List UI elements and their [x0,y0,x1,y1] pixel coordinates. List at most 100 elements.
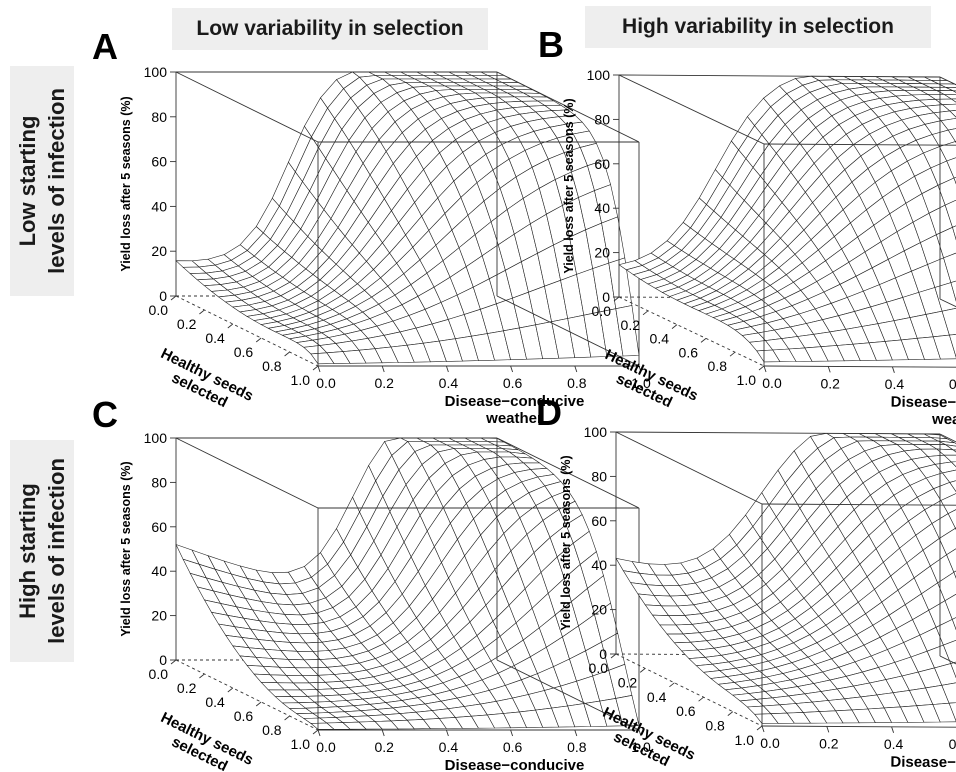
c-x-tick-label: 0.0 [149,666,169,682]
b-y-tick-label: 0.2 [820,375,840,391]
b-y-tick [763,365,767,373]
d-y-tick-label: 0.4 [884,736,904,752]
a-x-tick [227,323,234,329]
a-z-axis-label: Yield loss after 5 seasons (%) [119,96,133,271]
a-x-tick [255,337,262,343]
b-surface-cell [937,177,956,206]
d-x-tick-label: 0.4 [647,689,667,705]
d-surface-cell [940,493,956,514]
d-surface-cell [935,448,956,456]
c-box-left-bottom [175,659,319,731]
d-y-tick [891,726,895,733]
c-z-tick-label: 100 [144,430,168,446]
b-z-tick-label: 40 [594,200,610,216]
d-surface-cell [941,469,956,483]
c-z-tick-label: 40 [151,563,167,579]
d-z-tick-label: 100 [584,424,608,440]
d-x-tick [727,711,734,716]
a-x-tick [199,309,205,315]
b-surface-cell [949,334,956,358]
c-y-tick-label: 0.0 [316,739,336,755]
d-x-tick-label: 0.2 [618,674,638,690]
c-x-tick-label: 0.4 [205,694,225,710]
c-box-right-bottom [496,659,640,731]
b-surface-cell [947,128,956,142]
a-z-tick-label: 0 [159,288,167,304]
c-y-tick-label: 0.2 [374,739,394,755]
panel-letter-c: C [92,394,118,435]
b-box-top-back [618,74,941,78]
d-y-tick-label: 0.2 [819,735,839,751]
b-surface-cell [936,90,956,95]
b-surface-cell [940,118,956,131]
c-box-top-right [496,437,640,509]
b-surface-cell [950,98,956,103]
a-y-tick-label: 0.8 [567,375,587,391]
b-x-tick [642,310,649,316]
d-surface-cell [945,444,956,451]
b-surface-cell [938,83,956,88]
row-label-low-starting: Low starting levels of infection [10,66,74,296]
row-label-high-starting: High starting levels of infection [10,440,74,662]
a-y-tick [317,365,321,373]
c-x-tick [284,715,290,721]
c-y-tick [638,729,642,737]
b-y-tick-label: 0.4 [885,376,905,392]
b-box-top-left [618,74,765,145]
a-x-tick-label: 1.0 [291,372,311,388]
a-y-tick-label: 0.2 [374,375,394,391]
d-surface-cell [953,570,956,579]
d-surface-cell [937,571,956,602]
c-y-tick [510,729,514,737]
c-z-tick-label: 80 [151,474,167,490]
panel-letter-b: B [538,24,564,65]
b-x-tick [729,351,736,357]
d-x-tick-label: 0.0 [589,660,609,676]
d-x-tick-label: 1.0 [735,732,755,748]
d-surface-cell [943,639,956,664]
a-y-tick [381,365,385,373]
d-surface-cell [941,682,956,704]
c-z-tick-label: 60 [151,519,167,535]
c-y-tick [574,729,578,737]
d-z-tick-label: 80 [591,468,607,484]
c-x-tick [227,687,234,693]
a-x-tick [284,351,290,357]
a-z-tick-label: 40 [151,198,167,214]
d-surface-cell [951,449,956,453]
d-x-tick-label: 0.6 [676,703,696,719]
d-z-axis-label: Yield loss after 5 seasons (%) [559,455,573,630]
d-z-tick-label: 60 [591,513,607,529]
b-z-tick-label: 100 [587,67,611,83]
d-surface-cell [946,548,956,573]
d-box-top-front [761,503,956,506]
d-box-top-back [615,431,941,435]
d-y-tick-label: 0.6 [949,736,956,752]
a-y-tick [510,365,514,373]
a-z-tick-label: 100 [144,64,168,80]
c-x-tick [199,673,205,679]
a-x-tick-label: 0.4 [205,330,225,346]
a-z-tick-label: 20 [151,243,167,259]
b-surface-cell [936,226,956,259]
c-y-tick-label: 1.0 [631,739,651,755]
a-y-tick-label: 1.0 [631,375,651,391]
c-surface-mesh [175,437,640,730]
a-y-axis-label: Disease−conducive weather [445,393,585,427]
b-z-axis-label: Yield loss after 5 seasons (%) [562,98,576,273]
d-z-tick-label: 40 [591,557,607,573]
d-surface-cell [950,461,956,468]
b-surface-cell [941,308,956,336]
d-y-tick-label: 0.0 [760,735,780,751]
b-x-tick [700,338,707,343]
b-z-tick-label: 20 [594,245,610,261]
a-box-top-right [496,71,640,143]
a-y-tick-label: 0.4 [439,375,459,391]
d-x-tick [698,696,704,702]
d-z-tick-label: 20 [591,602,607,618]
column-header-high-variability: High variability in selection [585,6,931,48]
b-z-tick-label: 60 [594,156,610,172]
